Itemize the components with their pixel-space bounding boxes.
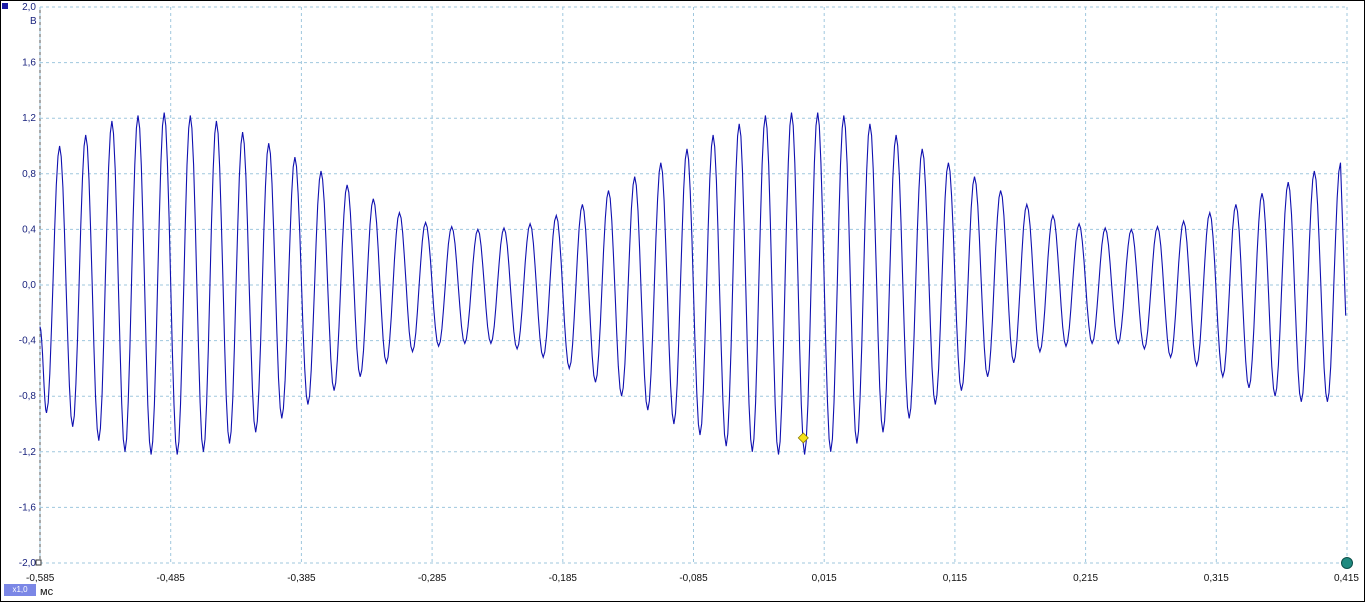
y-tick-label: -0,4	[19, 336, 37, 347]
y-tick-label: 1,6	[22, 58, 36, 69]
x-tick-label: 0,215	[1073, 573, 1098, 584]
y-tick-label: 0,0	[22, 280, 36, 291]
origin-box-icon	[35, 559, 42, 566]
x-tick-label: 0,315	[1204, 573, 1229, 584]
x-tick-label: -0,285	[418, 573, 447, 584]
waveform-trace	[39, 112, 1347, 455]
y-tick-label: -0,8	[19, 391, 37, 402]
y-tick-label: 0,4	[22, 224, 36, 235]
y-tick-label: 2,0	[22, 2, 36, 13]
x-tick-label: 0,415	[1334, 573, 1359, 584]
y-tick-label: 1,2	[22, 113, 36, 124]
y-unit-label: В	[30, 16, 37, 27]
x-unit-label: мс	[40, 586, 54, 598]
y-tick-label: -1,2	[19, 447, 37, 458]
x-tick-label: 0,015	[812, 573, 837, 584]
x-tick-label: -0,585	[26, 573, 55, 584]
y-tick-label: -1,6	[19, 502, 37, 513]
channel-indicator-icon[interactable]	[2, 3, 8, 9]
trigger-marker-icon[interactable]	[797, 432, 809, 444]
x-tick-label: 0,115	[943, 573, 968, 584]
x-tick-label: -0,385	[287, 573, 316, 584]
y-tick-label: -2,0	[19, 558, 37, 569]
x-tick-label: -0,485	[157, 573, 186, 584]
scale-badge[interactable]: x1,0	[4, 584, 36, 596]
x-tick-label: -0,185	[549, 573, 578, 584]
end-marker-icon[interactable]	[1341, 557, 1353, 569]
x-tick-label: -0,085	[679, 573, 708, 584]
y-tick-label: 0,8	[22, 169, 36, 180]
